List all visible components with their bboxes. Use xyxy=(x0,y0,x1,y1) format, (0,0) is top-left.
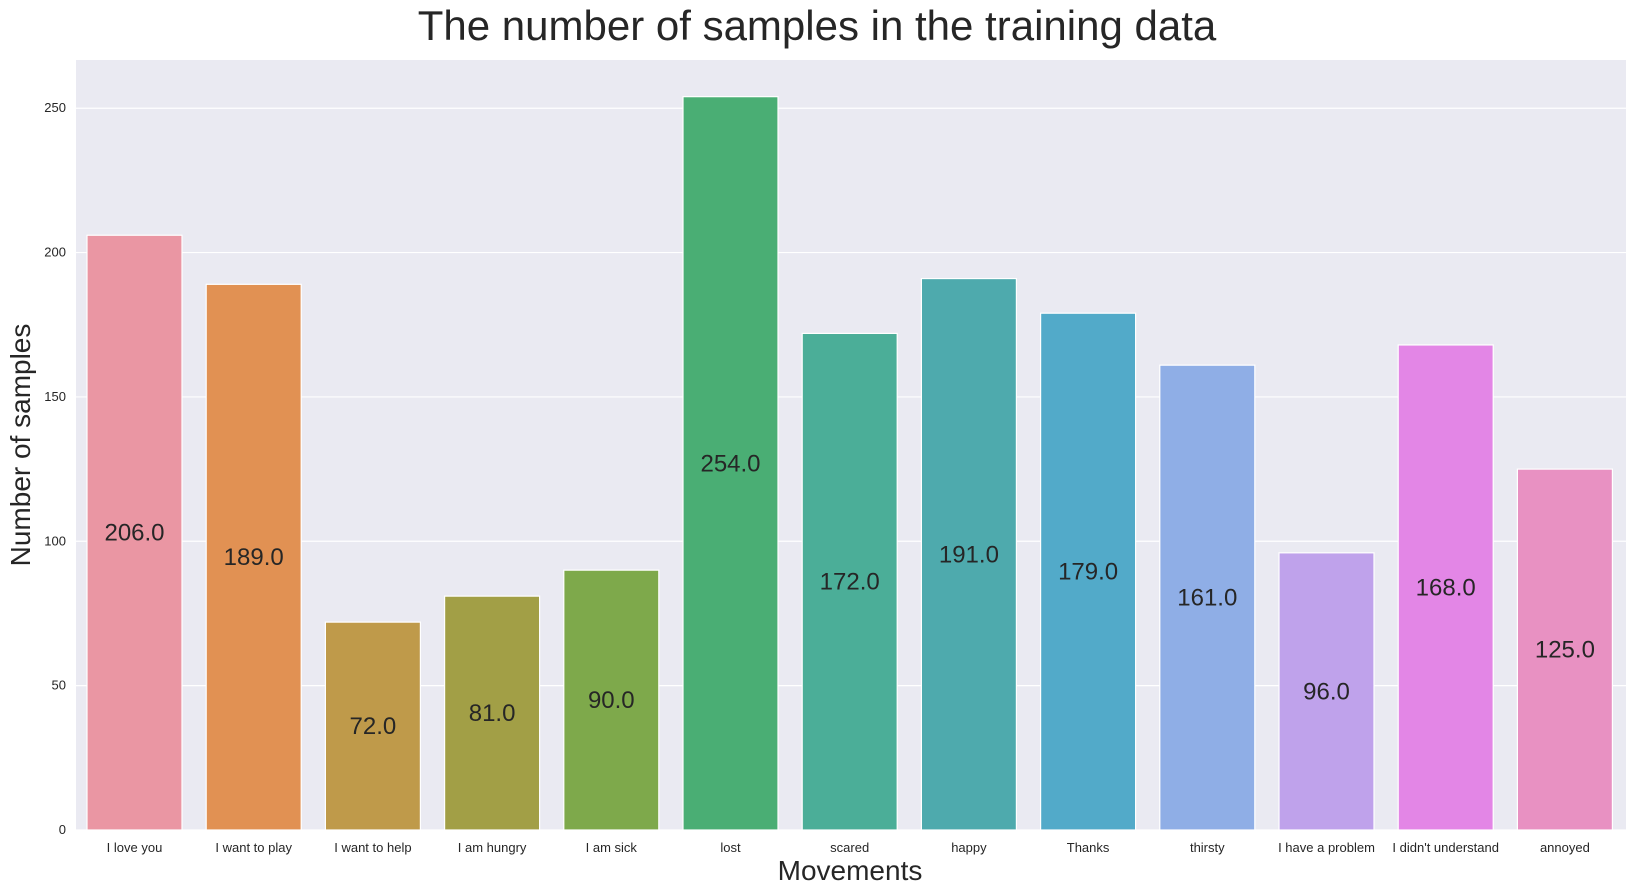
bar-value-label: 191.0 xyxy=(939,541,999,568)
bar xyxy=(1039,312,1137,831)
x-tick-label: thirsty xyxy=(1190,840,1225,855)
y-tick-label: 150 xyxy=(44,389,66,404)
bar-value-label: 206.0 xyxy=(104,520,164,547)
x-tick-label: lost xyxy=(720,840,741,855)
x-tick-label: I have a problem xyxy=(1278,840,1375,855)
bar-value-label: 81.0 xyxy=(469,700,516,727)
bars xyxy=(86,96,1614,831)
x-tick-labels: I love you I want to play I want to help I … xyxy=(107,840,1590,855)
bar-value-label: 125.0 xyxy=(1535,637,1595,664)
bar xyxy=(801,332,898,831)
bar-value-label: 161.0 xyxy=(1177,585,1237,612)
y-axis-label: Number of samples xyxy=(5,324,36,567)
bar xyxy=(1159,364,1256,831)
bar xyxy=(1397,344,1494,831)
x-axis-label: Movements xyxy=(778,855,923,886)
x-tick-label: happy xyxy=(951,840,987,855)
bar-value-label: 168.0 xyxy=(1416,574,1476,601)
bar-value-label: 90.0 xyxy=(588,687,635,714)
x-tick-label: I am sick xyxy=(586,840,638,855)
bar xyxy=(920,277,1018,831)
bar-value-label: 254.0 xyxy=(700,450,760,477)
y-tick-label: 100 xyxy=(44,533,66,548)
x-tick-label: Thanks xyxy=(1067,840,1110,855)
bar-value-label: 179.0 xyxy=(1058,559,1118,586)
bar-value-label: 72.0 xyxy=(350,713,397,740)
bar xyxy=(1516,468,1614,831)
x-tick-label: I love you xyxy=(107,840,163,855)
bar-value-label: 189.0 xyxy=(224,544,284,571)
y-tick-label: 200 xyxy=(44,245,66,260)
bar-value-label: 96.0 xyxy=(1303,678,1350,705)
bar xyxy=(86,234,183,831)
bar xyxy=(324,621,421,831)
bar xyxy=(444,595,541,831)
bar-value-labels: 206.0 189.0 72.0 81.0 90.0 254.0 172.0 191.0 179… xyxy=(104,450,1594,740)
bar xyxy=(205,283,302,831)
y-tick-label: 250 xyxy=(44,100,66,115)
bar xyxy=(682,96,779,831)
y-tick-label: 0 xyxy=(59,822,66,837)
x-tick-label: I didn't understand xyxy=(1392,840,1499,855)
bar xyxy=(563,569,660,831)
x-tick-label: I am hungry xyxy=(458,840,527,855)
y-tick-label: 50 xyxy=(52,678,66,693)
y-tick-labels: 0 50 100 150 200 250 xyxy=(44,100,66,837)
bar xyxy=(1278,552,1375,831)
x-tick-label: scared xyxy=(830,840,869,855)
x-tick-label: I want to play xyxy=(215,840,292,855)
bar-value-label: 172.0 xyxy=(820,569,880,596)
x-tick-label: I want to help xyxy=(334,840,411,855)
chart-title: The number of samples in the training da… xyxy=(418,2,1217,49)
x-tick-label: annoyed xyxy=(1540,840,1590,855)
